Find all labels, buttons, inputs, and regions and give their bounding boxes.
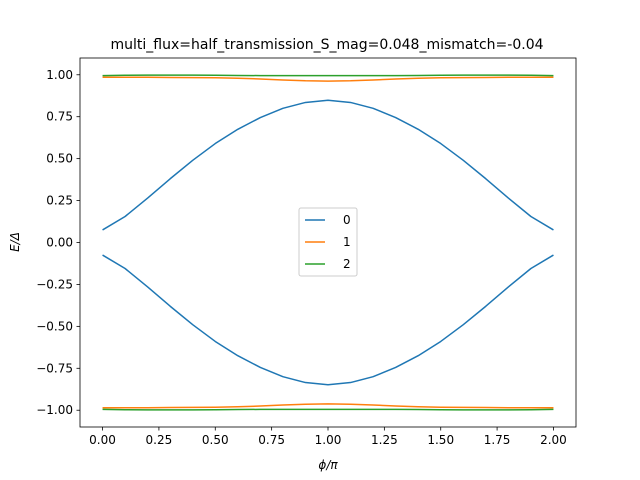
series-1-line-lower [102,403,554,409]
legend-label-2: 2 [343,257,351,271]
x-tick-label: 0.25 [146,433,173,447]
x-axis-label: ϕ/π [318,458,338,472]
y-tick-label: 0.50 [46,152,73,166]
x-tick-label: 2.00 [540,433,567,447]
x-tick-label: 1.25 [371,433,398,447]
y-tick-label: 1.00 [46,68,73,82]
x-tick-label: 0.50 [202,433,229,447]
axes-frame [79,57,577,428]
series-0-line-upper [102,99,554,231]
y-tick-label: 0.00 [46,236,73,250]
legend-label-0: 0 [343,213,351,227]
y-tick-label: −0.25 [36,277,73,291]
legend-box [298,207,358,277]
x-tick-label: 0.00 [89,433,116,447]
series-1-line-upper [102,76,554,82]
y-axis-ticks: −1.00 −0.75 −0.50 −0.25 0.00 0.25 0.50 0.75 1.00 [36,68,80,417]
x-tick-label: 1.00 [315,433,342,447]
x-tick-label: 0.75 [258,433,285,447]
y-tick-label: 0.75 [46,110,73,124]
y-axis-label: E/Δ [8,232,22,252]
y-tick-label: −0.75 [36,361,73,375]
series-2-line-lower [102,408,554,411]
x-axis-ticks: 0.00 0.25 0.50 0.75 1.00 1.25 1.50 1.75 2.00 [89,427,567,447]
y-tick-label: 0.25 [46,194,73,208]
x-tick-label: 1.75 [484,433,511,447]
series-2-line-upper [102,74,554,77]
legend-label-1: 1 [343,235,351,249]
legend: 0 1 2 [298,207,358,277]
y-tick-label: −1.00 [36,403,73,417]
y-tick-label: −0.50 [36,319,73,333]
x-tick-label: 1.50 [427,433,454,447]
chart-title: multi_flux=half_transmission_S_mag=0.048… [110,37,543,53]
series-0-line-lower [102,254,554,386]
plot-area [102,74,554,411]
